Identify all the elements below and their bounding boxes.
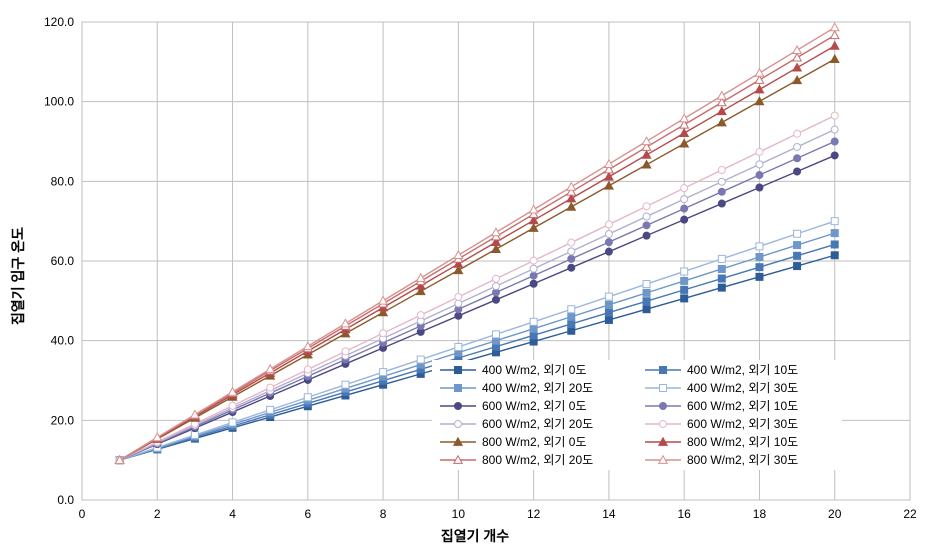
y-axis-title: 집열기 입구 온도 xyxy=(8,227,28,325)
x-tick-label: 12 xyxy=(527,507,541,521)
y-tick-label: 0.0 xyxy=(57,493,74,507)
legend-label: 800 W/m2, 외기 10도 xyxy=(687,435,798,449)
y-tick-label: 120.0 xyxy=(44,15,74,29)
legend-label: 600 W/m2, 외기 30도 xyxy=(687,417,798,431)
x-tick-label: 22 xyxy=(903,507,917,521)
x-tick-label: 0 xyxy=(79,507,86,521)
x-tick-label: 20 xyxy=(828,507,842,521)
x-axis-title: 집열기 개수 xyxy=(0,526,950,546)
legend-label: 600 W/m2, 외기 0도 xyxy=(482,399,586,413)
x-tick-label: 8 xyxy=(380,507,387,521)
x-tick-label: 4 xyxy=(229,507,236,521)
y-tick-label: 40.0 xyxy=(51,334,75,348)
legend-label: 800 W/m2, 외기 30도 xyxy=(687,453,798,467)
legend-label: 400 W/m2, 외기 10도 xyxy=(687,363,798,377)
legend-label: 400 W/m2, 외기 20도 xyxy=(482,381,593,395)
legend-label: 800 W/m2, 외기 20도 xyxy=(482,453,593,467)
x-tick-label: 16 xyxy=(678,507,692,521)
x-tick-label: 18 xyxy=(753,507,767,521)
legend-label: 600 W/m2, 외기 10도 xyxy=(687,399,798,413)
legend-label: 400 W/m2, 외기 0도 xyxy=(482,363,586,377)
chart-svg: 0 2 4 6 8 10 12 14 16 18 20 22 0.0 20.0 40.0 60.0 80.0 10… xyxy=(0,0,950,552)
x-tick-label: 2 xyxy=(154,507,161,521)
legend-label: 400 W/m2, 외기 30도 xyxy=(687,381,798,395)
x-tick-label: 10 xyxy=(452,507,466,521)
y-tick-label: 60.0 xyxy=(51,254,75,268)
legend-label: 600 W/m2, 외기 20도 xyxy=(482,417,593,431)
x-tick-label: 14 xyxy=(602,507,616,521)
legend: 400 W/m2, 외기 0도 400 W/m2, 외기 10도 400 W/m2,… xyxy=(432,360,842,470)
y-tick-label: 20.0 xyxy=(51,413,75,427)
legend-label: 800 W/m2, 외기 0도 xyxy=(482,435,586,449)
y-tick-label: 80.0 xyxy=(51,174,75,188)
y-tick-label: 100.0 xyxy=(44,95,74,109)
x-tick-label: 6 xyxy=(304,507,311,521)
